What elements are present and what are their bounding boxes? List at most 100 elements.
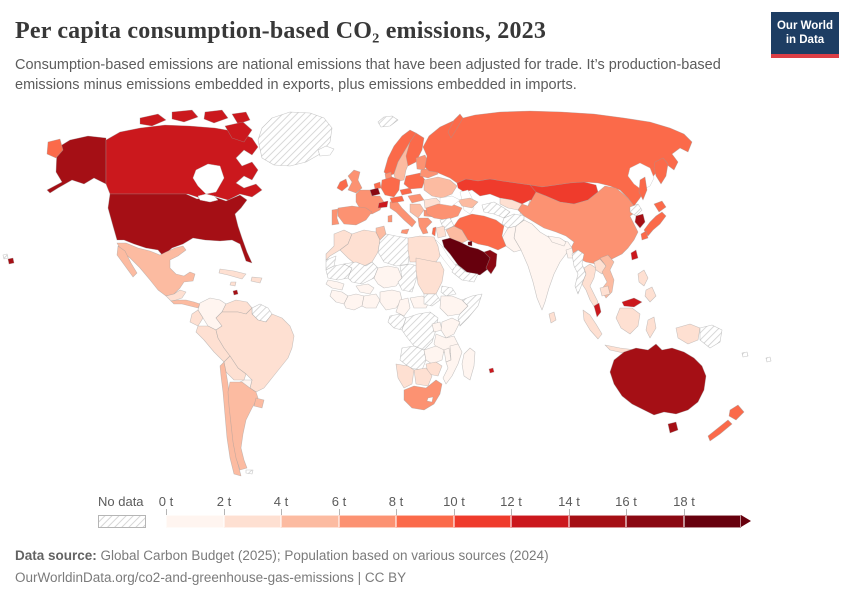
country-svalbard[interactable]	[377, 115, 399, 128]
country-argentina[interactable]	[227, 381, 259, 471]
country-south-sudan[interactable]	[423, 293, 441, 307]
legend-swatch[interactable]	[626, 515, 684, 528]
country-sardinia[interactable]	[387, 214, 393, 223]
country-ukraine[interactable]	[423, 176, 458, 199]
country-jordan[interactable]	[435, 225, 447, 239]
country-libya[interactable]	[377, 233, 411, 267]
country-taiwan[interactable]	[630, 249, 639, 261]
country-tasmania[interactable]	[667, 421, 679, 434]
country-japan-kyushu[interactable]	[640, 230, 649, 241]
country-chad[interactable]	[397, 263, 419, 293]
country-greece[interactable]	[417, 217, 433, 235]
country-portugal[interactable]	[331, 208, 340, 226]
legend-swatch[interactable]	[396, 515, 454, 528]
country-zambia[interactable]	[423, 345, 445, 365]
country-uruguay[interactable]	[253, 397, 265, 409]
country-south-korea[interactable]	[634, 213, 646, 229]
country-lesotho[interactable]	[426, 396, 434, 403]
country-botswana[interactable]	[413, 367, 433, 387]
country-russia-novaya-zemlya[interactable]	[447, 113, 464, 139]
country-japan-honshu[interactable]	[643, 211, 667, 237]
country-russia-sakhalin[interactable]	[638, 176, 648, 201]
country-spain[interactable]	[337, 205, 373, 226]
country-kenya[interactable]	[440, 317, 461, 339]
country-namibia[interactable]	[395, 363, 415, 389]
country-czechia[interactable]	[399, 187, 413, 196]
country-uganda[interactable]	[431, 321, 443, 333]
country-ecuador[interactable]	[189, 309, 204, 327]
country-nz-south[interactable]	[707, 419, 733, 442]
country-hawaii[interactable]	[7, 257, 15, 265]
legend-swatch[interactable]	[166, 515, 224, 528]
country-ireland[interactable]	[336, 178, 349, 192]
country-australia[interactable]	[609, 343, 707, 416]
license-line[interactable]: OurWorldinData.org/co2-and-greenhouse-ga…	[15, 569, 407, 585]
country-slovakia-hungary[interactable]	[407, 193, 425, 204]
country-russia-chukotka-wrap[interactable]	[46, 138, 64, 159]
country-madagascar[interactable]	[461, 347, 476, 381]
country-canada-island[interactable]	[171, 109, 199, 123]
country-iceland[interactable]	[317, 145, 335, 157]
legend-swatch[interactable]	[281, 515, 339, 528]
country-finland[interactable]	[405, 132, 425, 167]
legend-swatch[interactable]	[568, 515, 626, 528]
country-austria[interactable]	[389, 195, 405, 204]
country-jamaica[interactable]	[229, 281, 237, 287]
country-netherlands[interactable]	[373, 181, 382, 190]
country-israel[interactable]	[431, 226, 437, 237]
country-cambodia[interactable]	[599, 285, 611, 297]
country-nz-north[interactable]	[728, 404, 745, 421]
country-oman-uae[interactable]	[483, 249, 498, 275]
country-switzerland[interactable]	[377, 200, 389, 209]
country-angola[interactable]	[399, 345, 427, 371]
country-somalia[interactable]	[457, 293, 483, 327]
country-north-korea[interactable]	[629, 203, 643, 217]
country-new-caledonia[interactable]	[741, 351, 749, 358]
country-belgium[interactable]	[369, 187, 381, 197]
country-trinidad[interactable]	[232, 289, 239, 296]
legend-swatch[interactable]	[683, 515, 741, 528]
country-malaysia[interactable]	[593, 302, 602, 318]
country-egypt[interactable]	[407, 235, 441, 263]
country-turkey[interactable]	[425, 203, 463, 221]
country-malaysia-borneo[interactable]	[621, 297, 643, 308]
country-indonesia-borneo[interactable]	[615, 307, 641, 335]
country-indonesia-papua[interactable]	[675, 323, 701, 345]
country-indonesia-sumatra[interactable]	[582, 309, 603, 340]
country-balkans[interactable]	[409, 203, 425, 219]
country-fiji[interactable]	[765, 356, 772, 363]
country-philippines-mindanao[interactable]	[644, 286, 657, 303]
country-turkmenistan[interactable]	[481, 201, 511, 219]
country-mauritius[interactable]	[488, 367, 495, 374]
country-png[interactable]	[699, 324, 723, 349]
country-italy[interactable]	[389, 199, 417, 228]
country-canada-island[interactable]	[203, 109, 229, 124]
country-canada-island[interactable]	[231, 111, 251, 125]
country-canada-island[interactable]	[139, 113, 167, 127]
country-eritrea[interactable]	[440, 285, 457, 297]
country-uk[interactable]	[347, 169, 363, 194]
owid-logo[interactable]: Our World in Data	[771, 12, 839, 58]
legend-swatch[interactable]	[453, 515, 511, 528]
country-china[interactable]	[517, 185, 639, 265]
country-south-africa[interactable]	[403, 379, 443, 411]
country-cuba[interactable]	[218, 268, 247, 280]
country-greenland[interactable]	[257, 111, 333, 167]
country-sicily[interactable]	[400, 228, 410, 235]
country-falklands[interactable]	[245, 469, 254, 475]
country-mozambique[interactable]	[442, 343, 463, 385]
country-germany[interactable]	[380, 176, 401, 198]
country-niger[interactable]	[373, 265, 403, 289]
country-poland[interactable]	[403, 172, 426, 190]
country-mexico[interactable]	[116, 242, 196, 297]
country-japan-hokkaido[interactable]	[653, 200, 667, 213]
country-usa[interactable]	[107, 193, 253, 264]
legend-swatch[interactable]	[223, 515, 281, 528]
country-russia-kamchatka[interactable]	[653, 157, 669, 185]
country-indonesia-sulawesi[interactable]	[645, 316, 657, 339]
country-sri-lanka[interactable]	[548, 311, 557, 324]
country-burkina[interactable]	[355, 283, 375, 295]
country-kuwait[interactable]	[467, 240, 473, 247]
country-afghanistan[interactable]	[501, 213, 525, 229]
legend-swatch[interactable]	[338, 515, 396, 528]
